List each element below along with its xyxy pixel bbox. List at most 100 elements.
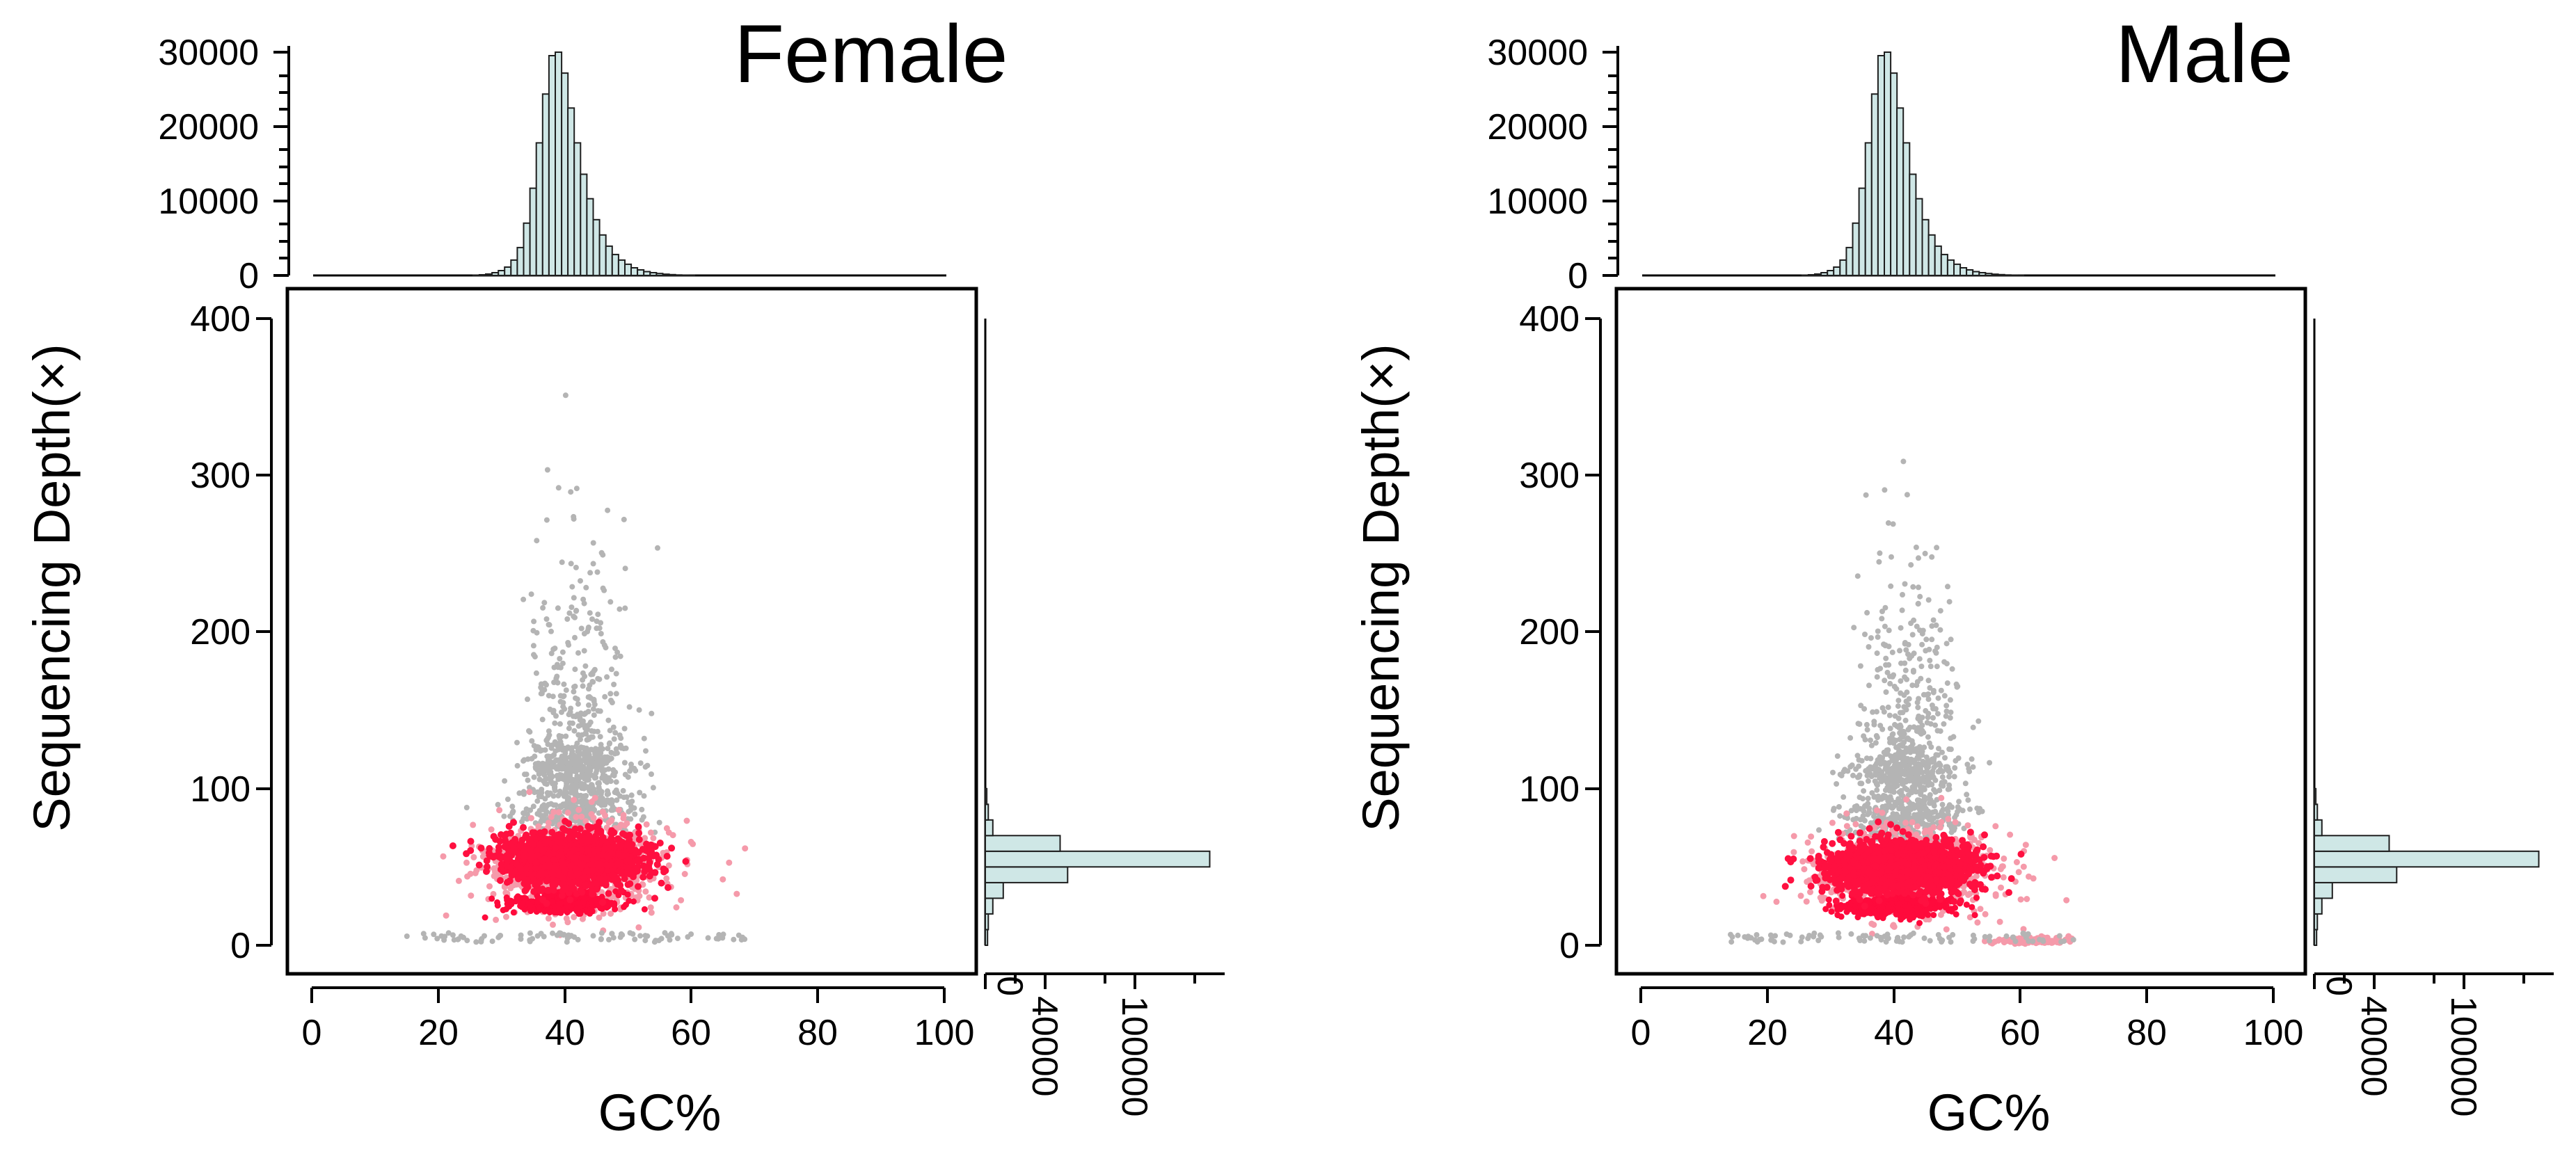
scatter-point xyxy=(501,813,507,819)
scatter-point xyxy=(562,826,569,834)
scatter-point xyxy=(612,730,619,736)
scatter-point xyxy=(639,806,645,812)
scatter-point xyxy=(647,904,654,911)
top-hist-bar xyxy=(510,259,518,276)
scatter-point xyxy=(1900,592,1905,597)
scatter-point xyxy=(604,674,610,680)
scatter-point xyxy=(632,811,638,817)
scatter-point xyxy=(637,789,643,796)
scatter-point xyxy=(1951,773,1957,780)
scatter-point xyxy=(559,709,564,715)
scatter-point xyxy=(1877,550,1883,556)
scatter-point xyxy=(516,865,524,872)
scatter-point xyxy=(534,538,540,544)
top-hist-bar xyxy=(1946,259,1955,276)
panel-female: Female 0 10000 20000 30000 xyxy=(23,8,1225,1141)
scatter-point xyxy=(597,708,603,714)
scatter-point xyxy=(1948,636,1954,643)
scatter-point xyxy=(681,871,688,877)
scatter-point xyxy=(572,666,578,673)
scatter-point xyxy=(568,561,574,567)
scatter-point xyxy=(591,712,597,719)
scatter-point xyxy=(520,596,527,602)
x-tick-label: 100 xyxy=(914,1013,975,1053)
scatter-point xyxy=(589,616,595,623)
scatter-point xyxy=(590,815,597,821)
scatter-point xyxy=(1875,628,1881,634)
scatter-point xyxy=(569,776,575,783)
scatter-point xyxy=(1927,664,1934,669)
scatter-point xyxy=(1885,520,1891,526)
scatter-point xyxy=(1959,808,1966,814)
top-hist-bar xyxy=(662,273,670,277)
scatter-point xyxy=(591,806,597,812)
scatter-point xyxy=(1925,597,1932,603)
scatter-point xyxy=(621,725,628,732)
scatter-point xyxy=(625,774,631,780)
top-hist-tick-label: 30000 xyxy=(1487,33,1588,73)
scatter-point xyxy=(594,767,600,773)
scatter-point xyxy=(605,890,612,897)
scatter-point xyxy=(641,906,648,913)
scatter-point xyxy=(665,862,672,869)
scatter-point xyxy=(598,741,604,748)
scatter-point xyxy=(404,933,410,939)
scatter-point xyxy=(587,682,593,689)
scatter-point xyxy=(1923,821,1930,828)
scatter-point xyxy=(621,794,627,801)
scatter-point xyxy=(609,700,615,705)
scatter-point xyxy=(571,516,577,522)
scatter-point xyxy=(555,605,561,611)
scatter-point xyxy=(571,825,579,833)
scatter-point xyxy=(571,766,577,772)
scatter-point xyxy=(1944,680,1950,687)
scatter-point xyxy=(488,895,495,902)
top-hist-bar xyxy=(1820,272,1829,276)
scatter-point xyxy=(559,660,566,666)
right-histogram: 0 40000 100000 xyxy=(984,319,1225,1117)
scatter-point xyxy=(528,591,534,597)
scatter-point xyxy=(581,631,587,636)
scatter-point xyxy=(527,815,534,821)
scatter-point xyxy=(648,909,655,916)
scatter-point xyxy=(1836,804,1842,810)
scatter-point xyxy=(578,578,583,584)
scatter-point xyxy=(1946,767,1952,773)
scatter-point xyxy=(595,611,601,618)
x-axis-title: GC% xyxy=(598,1084,722,1141)
top-hist-bar xyxy=(1884,51,1892,276)
scatter-point xyxy=(527,807,534,813)
scatter-point xyxy=(1953,757,1959,764)
scatter-point xyxy=(582,663,589,669)
scatter-point xyxy=(660,868,668,876)
scatter-point xyxy=(563,687,569,693)
scatter-point xyxy=(607,900,614,907)
right-hist-bar xyxy=(985,897,994,915)
scatter-point xyxy=(647,829,654,836)
scatter-point xyxy=(536,879,543,886)
scatter-point xyxy=(488,826,495,833)
scatter-point xyxy=(598,631,604,636)
scatter-point xyxy=(668,844,676,852)
scatter-point xyxy=(510,909,517,916)
scatter-point xyxy=(683,817,690,824)
top-hist-bar xyxy=(472,274,480,276)
scatter-point xyxy=(594,569,601,575)
right-hist-bar xyxy=(985,913,989,931)
scatter-point xyxy=(1937,728,1943,735)
scatter-point xyxy=(603,861,610,869)
scatter-point xyxy=(605,788,610,794)
scatter-point xyxy=(529,840,536,847)
scatter-point xyxy=(549,881,557,888)
top-hist-tick-label: 10000 xyxy=(1487,182,1588,222)
scatter-point xyxy=(591,775,598,781)
scatter-point xyxy=(531,652,536,658)
scatter-point xyxy=(633,857,641,865)
scatter-point xyxy=(545,735,551,741)
scatter-point xyxy=(564,794,570,800)
scatter-point xyxy=(630,898,637,905)
scatter-point xyxy=(600,746,605,752)
scatter-point xyxy=(1874,674,1880,680)
scatter-point xyxy=(1860,813,1866,819)
